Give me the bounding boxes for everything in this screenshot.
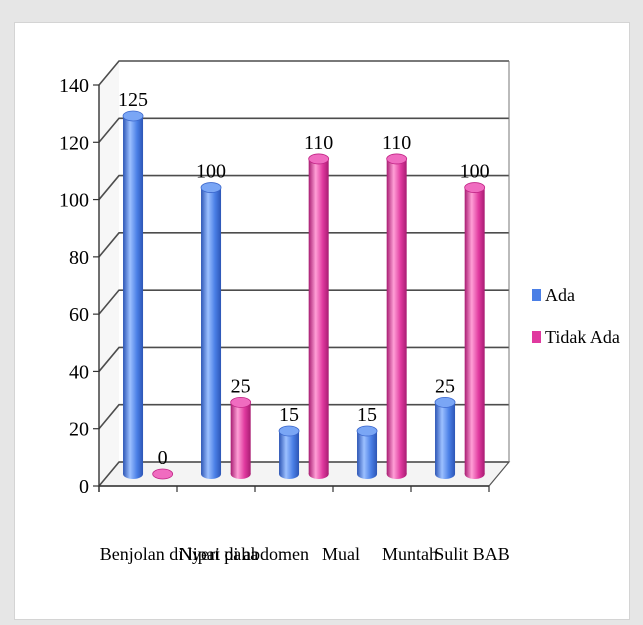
data-label: 15 <box>357 404 377 426</box>
legend-item: Tidak Ada <box>532 327 620 347</box>
legend-label: Ada <box>545 285 575 305</box>
gridline <box>98 346 509 372</box>
y-tick-label: 60 <box>69 304 89 326</box>
y-tick-label: 80 <box>69 247 89 269</box>
y-tick-label: 100 <box>59 190 89 212</box>
gridline <box>98 174 509 201</box>
data-label: 100 <box>196 161 226 183</box>
gridline <box>98 461 509 487</box>
x-tick-label: Benjolan di lipat paha <box>100 544 258 564</box>
data-label: 25 <box>435 375 455 397</box>
data-label: 110 <box>304 132 333 154</box>
x-tick-label: Nyeri di abdomen <box>179 544 309 564</box>
data-label: 0 <box>158 447 168 469</box>
bar-ada <box>434 396 456 479</box>
bar-tidak-ada <box>152 468 174 480</box>
legend-swatch <box>532 289 541 301</box>
gridline <box>98 289 509 315</box>
bar-ada <box>122 110 144 479</box>
y-tick-label: 40 <box>69 361 89 383</box>
y-tick-label: 0 <box>79 476 89 498</box>
data-labels: 125 0 100 25 15 110 15 110 25 100 <box>118 89 490 469</box>
legend-item: Ada <box>532 285 575 305</box>
chart: 125 0 100 25 15 110 15 110 25 100 0 20 40 60 80 100 120… <box>59 60 620 564</box>
legend-swatch <box>532 331 541 343</box>
bar-tidak-ada <box>464 182 486 479</box>
legend-label: Tidak Ada <box>545 327 620 347</box>
bar-ada <box>278 425 300 479</box>
axes <box>98 85 489 492</box>
bar-ada <box>200 182 222 479</box>
x-tick-label: Muntah <box>382 544 438 564</box>
x-tick-label: Mual <box>322 544 360 564</box>
chart-frame: 125 0 100 25 15 110 15 110 25 100 0 20 40 60 80 100 120… <box>14 22 630 620</box>
x-tick-label: Sulit BAB <box>434 544 510 564</box>
gridline <box>98 403 509 430</box>
y-tick-label: 20 <box>69 419 89 441</box>
gridline <box>98 232 509 258</box>
gridline <box>98 117 509 143</box>
y-axis-ticks: 0 20 40 60 80 100 120 140 <box>59 75 99 498</box>
data-label: 125 <box>118 89 148 111</box>
bar-tidak-ada <box>230 396 252 479</box>
gridline <box>98 60 509 86</box>
y-tick-label: 140 <box>59 75 89 97</box>
chart-side-wall <box>99 61 119 486</box>
bars <box>122 110 486 480</box>
data-label: 100 <box>460 161 490 183</box>
data-label: 15 <box>279 404 299 426</box>
legend: Ada Tidak Ada <box>532 285 620 347</box>
gridlines <box>98 60 510 487</box>
data-label: 25 <box>231 375 251 397</box>
bar-tidak-ada <box>386 153 408 479</box>
bar-tidak-ada <box>308 153 330 479</box>
y-tick-label: 120 <box>59 132 89 154</box>
bar-ada <box>356 425 378 479</box>
data-label: 110 <box>382 132 411 154</box>
